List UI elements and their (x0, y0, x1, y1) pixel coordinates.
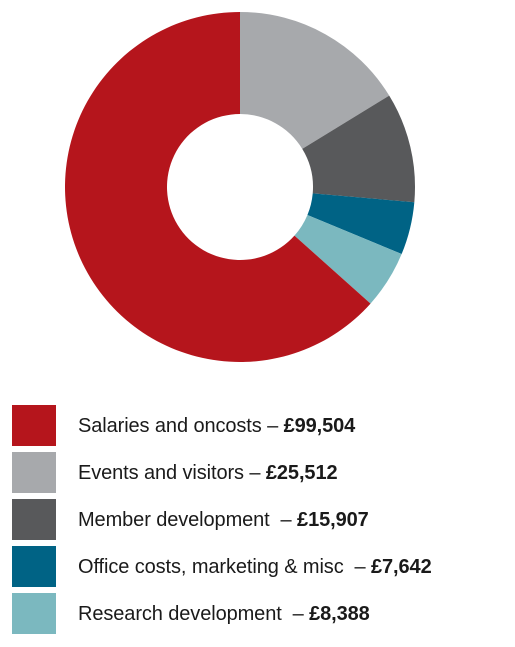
legend-text: Salaries and oncosts – £99,504 (78, 414, 355, 438)
donut-slice-salaries (64, 12, 371, 362)
legend-item-research-development: Research development – £8,388 (12, 593, 512, 640)
legend-separator: – (261, 415, 284, 437)
legend-label: Events and visitors (78, 462, 244, 484)
legend-item-member-development: Member development – £15,907 (12, 499, 512, 546)
legend-separator: – (281, 603, 310, 625)
legend-item-office-costs: Office costs, marketing & misc – £7,642 (12, 546, 512, 593)
legend-swatch (12, 405, 56, 446)
legend-separator: – (269, 509, 298, 531)
legend-swatch (12, 546, 56, 587)
legend-label: Member development (78, 509, 270, 531)
donut-slice-research-development (294, 214, 402, 304)
legend-swatch (12, 499, 56, 540)
legend-label: Salaries and oncosts (78, 415, 262, 437)
legend-separator: – (243, 462, 266, 484)
legend-swatch (12, 593, 56, 634)
legend-text: Member development – £15,907 (78, 508, 369, 532)
donut-slice-office-costs (307, 193, 415, 255)
legend-value: £99,504 (283, 415, 356, 437)
legend-item-salaries: Salaries and oncosts – £99,504 (12, 405, 512, 452)
legend-label: Research development (78, 603, 282, 625)
legend-value: £7,642 (371, 556, 432, 578)
donut-slice-member-development (302, 95, 415, 203)
legend-value: £15,907 (297, 509, 369, 531)
legend-value: £8,388 (309, 603, 370, 625)
donut-slice-events (240, 12, 390, 149)
legend-text: Office costs, marketing & misc – £7,642 (78, 555, 432, 579)
legend-label: Office costs, marketing & misc (78, 556, 344, 578)
donut-chart (64, 12, 415, 362)
legend-value: £25,512 (265, 462, 338, 484)
chart-legend: Salaries and oncosts – £99,504 Events an… (12, 405, 512, 640)
legend-text: Research development – £8,388 (78, 602, 370, 626)
legend-separator: – (343, 556, 372, 578)
legend-item-events: Events and visitors – £25,512 (12, 452, 512, 499)
legend-text: Events and visitors – £25,512 (78, 461, 338, 485)
legend-swatch (12, 452, 56, 493)
